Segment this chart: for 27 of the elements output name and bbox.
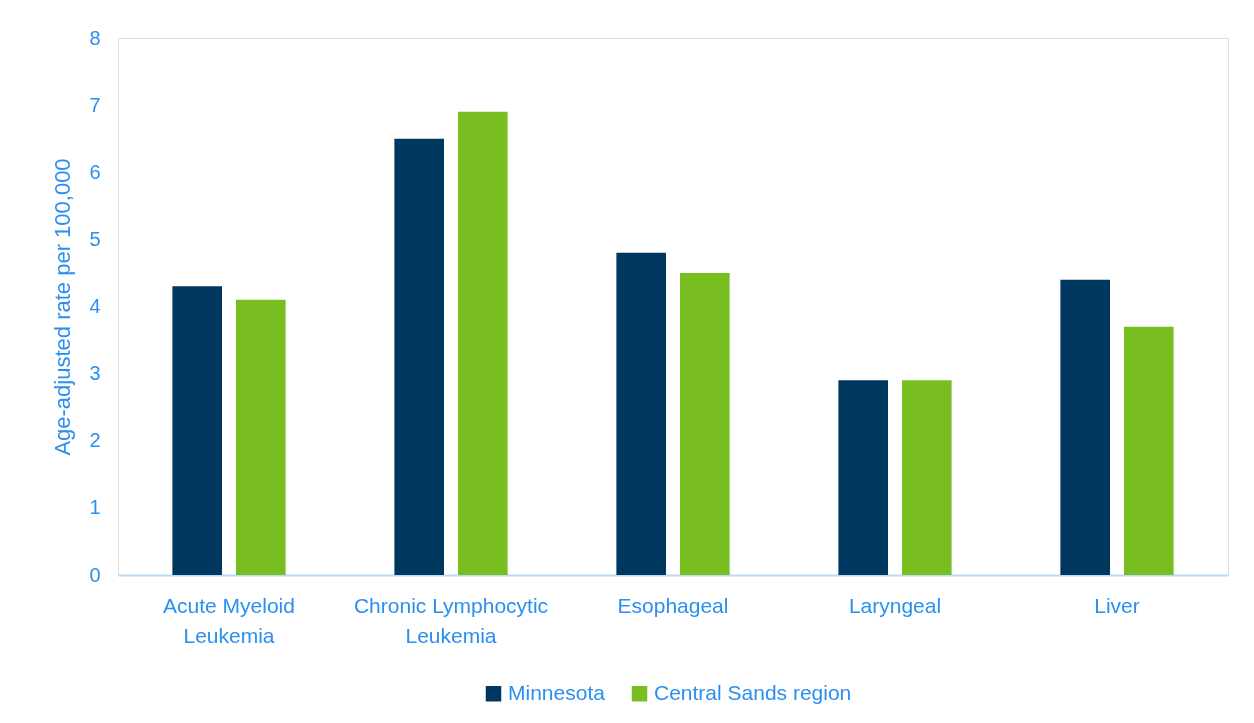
bar bbox=[1124, 326, 1174, 575]
x-tick-label: Esophageal bbox=[617, 593, 729, 617]
x-tick-label: Chronic Lymphocytic Leukemia bbox=[353, 593, 549, 647]
y-tick-label: 6 bbox=[89, 160, 101, 183]
bar bbox=[838, 380, 888, 575]
y-tick-label: 0 bbox=[89, 563, 101, 586]
y-axis-title: Age-adjusted rate per 100,000 bbox=[50, 158, 76, 456]
y-tick-label: 1 bbox=[89, 496, 101, 519]
y-tick-label: 5 bbox=[89, 227, 101, 250]
bar bbox=[394, 138, 444, 575]
x-tick-label: Acute Myeloid Leukemia bbox=[163, 593, 295, 647]
x-tick-label: Laryngeal bbox=[848, 593, 942, 617]
bar bbox=[680, 272, 730, 575]
x-tick-label: Liver bbox=[1094, 593, 1140, 617]
legend-label: Minnesota bbox=[508, 680, 606, 704]
y-tick-label: 3 bbox=[89, 362, 101, 385]
y-tick-label: 7 bbox=[89, 93, 101, 116]
y-tick-label: 2 bbox=[89, 429, 101, 452]
legend-label: Central Sands region bbox=[654, 680, 852, 704]
bar bbox=[458, 111, 508, 575]
bar bbox=[1060, 279, 1110, 575]
y-tick-label: 8 bbox=[89, 26, 101, 49]
bar bbox=[902, 380, 952, 575]
bar bbox=[236, 299, 286, 575]
bar bbox=[616, 252, 666, 575]
bar bbox=[172, 286, 222, 575]
y-tick-label: 4 bbox=[89, 295, 101, 317]
